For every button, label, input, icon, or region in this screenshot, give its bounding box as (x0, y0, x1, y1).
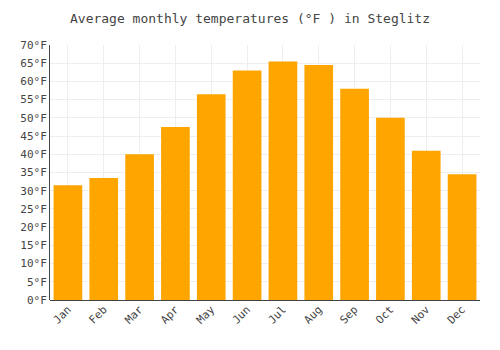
svg-text:Feb: Feb (87, 303, 110, 326)
svg-text:Dec: Dec (445, 303, 468, 326)
svg-text:Jan: Jan (51, 303, 74, 326)
svg-text:35°F: 35°F (20, 166, 47, 179)
svg-text:Jul: Jul (266, 303, 289, 326)
svg-text:Apr: Apr (158, 303, 182, 327)
svg-text:5°F: 5°F (27, 276, 47, 289)
svg-text:Sep: Sep (337, 303, 360, 326)
svg-text:0°F: 0°F (27, 294, 47, 307)
svg-text:15°F: 15°F (20, 239, 47, 252)
svg-text:Mar: Mar (122, 303, 146, 327)
svg-text:50°F: 50°F (20, 112, 47, 125)
svg-text:60°F: 60°F (20, 75, 47, 88)
svg-text:45°F: 45°F (20, 130, 47, 143)
svg-text:Jun: Jun (230, 303, 253, 326)
svg-text:10°F: 10°F (20, 257, 47, 270)
svg-text:30°F: 30°F (20, 185, 47, 198)
svg-text:Aug: Aug (302, 303, 325, 326)
svg-text:20°F: 20°F (20, 221, 47, 234)
svg-text:55°F: 55°F (20, 93, 47, 106)
svg-text:65°F: 65°F (20, 57, 47, 70)
svg-text:70°F: 70°F (20, 39, 47, 52)
svg-text:Oct: Oct (373, 303, 396, 326)
svg-text:Average monthly temperatures (: Average monthly temperatures (°F ) in St… (70, 11, 430, 26)
svg-text:25°F: 25°F (20, 203, 47, 216)
svg-text:Nov: Nov (409, 303, 433, 327)
svg-text:40°F: 40°F (20, 148, 47, 161)
svg-text:May: May (194, 303, 218, 327)
